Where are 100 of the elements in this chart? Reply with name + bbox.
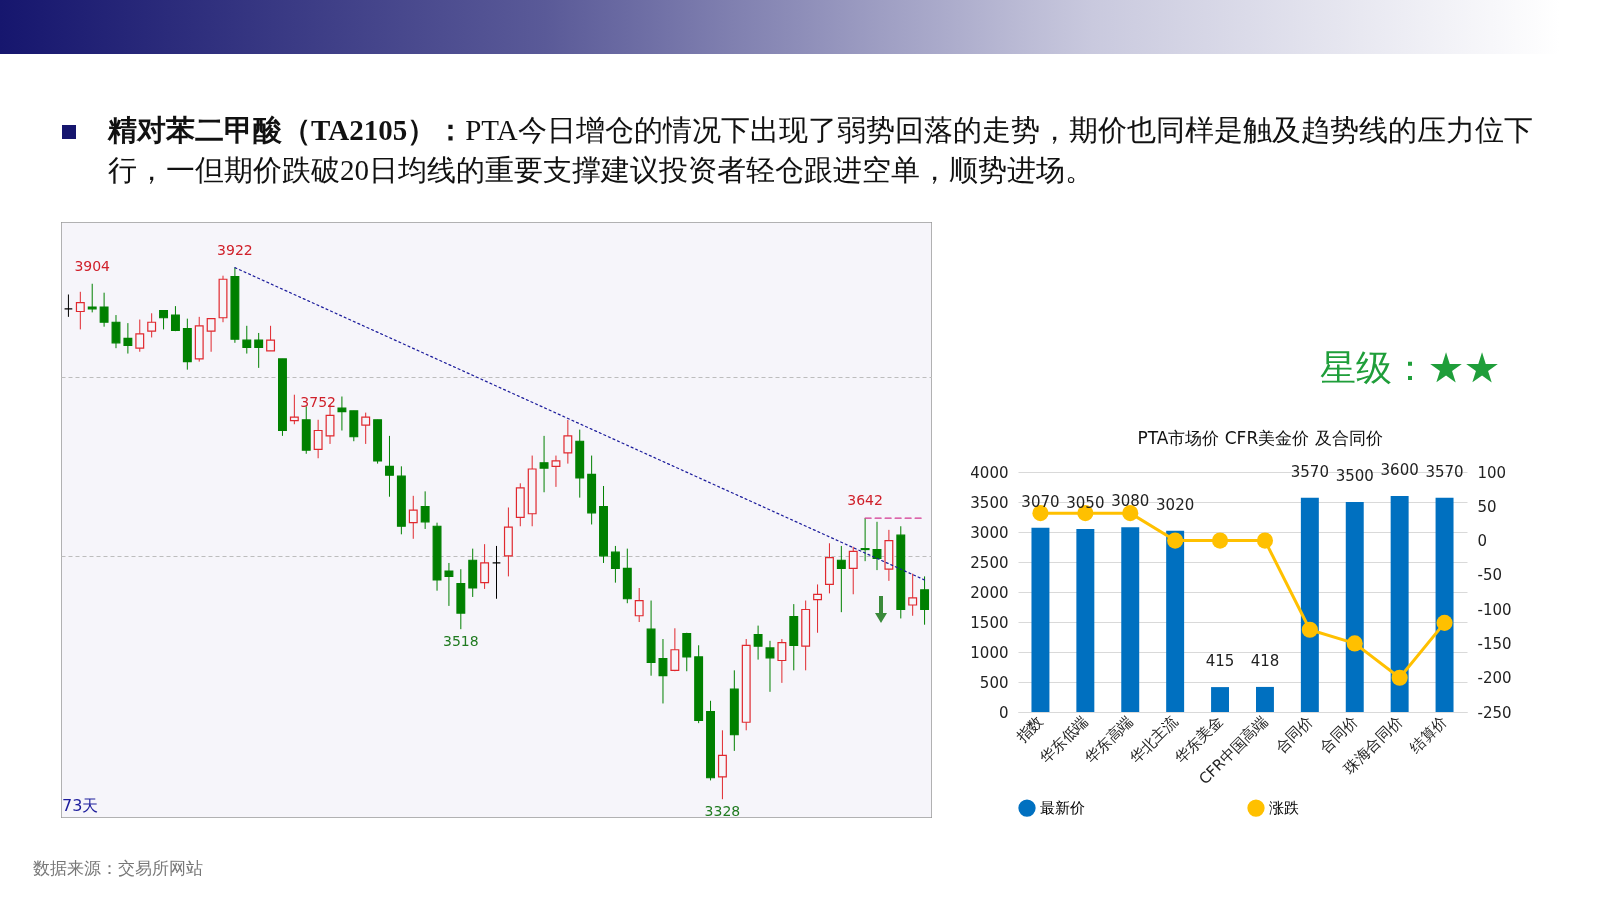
candlestick (147, 312, 157, 338)
candlestick (420, 490, 430, 530)
y2-tick-label: -150 (1477, 634, 1512, 653)
bar (1435, 497, 1454, 712)
bar (1031, 527, 1050, 712)
legend-label: 涨跌 (1269, 799, 1299, 818)
y-tick-label: 1000 (970, 643, 1009, 662)
y2-tick-label: 100 (1477, 463, 1507, 482)
candlestick (848, 546, 858, 595)
data-label: 3570 (1290, 462, 1329, 481)
candlestick (539, 435, 549, 493)
y-tick-label: 4000 (970, 463, 1009, 482)
candlestick (813, 583, 823, 634)
candlestick (123, 322, 133, 355)
y2-tick-label: -200 (1477, 669, 1512, 688)
candlestick (159, 309, 169, 330)
y-tick-label: 0 (998, 703, 1009, 722)
candlestick (563, 419, 573, 465)
point (1256, 532, 1274, 549)
candlestick (313, 419, 323, 459)
annotation: 3642 (847, 492, 883, 509)
bar (1390, 496, 1409, 712)
candlestick (682, 632, 692, 672)
point (1167, 532, 1184, 549)
candlestick (170, 305, 180, 332)
candlestick (480, 543, 490, 590)
candlestick (872, 521, 882, 571)
point (1346, 635, 1363, 652)
annotation: 3328 (704, 803, 741, 820)
y2-tick-label: -100 (1477, 600, 1512, 619)
candlestick (99, 292, 109, 328)
candlestick (75, 291, 85, 330)
bar (1300, 497, 1319, 712)
y-tick-label: 2500 (970, 553, 1009, 572)
x-tick-label: 合同价 (1271, 712, 1317, 757)
candlestick (908, 573, 918, 617)
source-note: 数据来源：交易所网站 (33, 858, 203, 880)
chart-title: PTA市场价 CFR美金价 及合同价 (1136, 427, 1384, 450)
point (1122, 505, 1139, 522)
candlestick (337, 396, 347, 432)
bar (1121, 527, 1140, 712)
data-label: 415 (1205, 652, 1235, 671)
data-label: 418 (1250, 651, 1280, 670)
y-tick-label: 500 (979, 673, 1009, 692)
annotation: 3518 (443, 633, 479, 650)
text: 星级：★★ (1320, 347, 1500, 390)
candlestick (670, 627, 680, 672)
x-tick-label: 指数 (1012, 712, 1047, 747)
chart-title: 精对苯二甲酸（TA2105）： (108, 114, 466, 146)
candlestick (610, 545, 620, 584)
data-label: 3050 (1066, 494, 1105, 512)
data-label: 3020 (1156, 495, 1195, 514)
candlestick (266, 325, 276, 352)
candlestick (254, 332, 264, 369)
candlestick (408, 495, 418, 540)
annotation: 3904 (74, 257, 111, 274)
data-label: 3570 (1425, 462, 1464, 481)
candlestick (444, 562, 454, 607)
y2-tick-label: 0 (1477, 532, 1488, 551)
candlestick (753, 625, 763, 661)
candlestick (289, 394, 299, 425)
annotation: 73天 (62, 796, 99, 817)
data-label: 3070 (1021, 492, 1060, 511)
candlestick (111, 314, 121, 349)
y-tick-label: 3500 (970, 493, 1009, 512)
candlestick (658, 638, 668, 704)
candlestick (135, 319, 145, 353)
y2-tick-label: -250 (1477, 703, 1512, 722)
bar (1166, 530, 1185, 712)
legend-label: 最新价 (1040, 799, 1085, 818)
candlestick (765, 640, 775, 693)
point (1391, 669, 1408, 686)
bar (1255, 686, 1274, 712)
point (1301, 621, 1318, 638)
candlestick (920, 575, 930, 626)
candlestick (634, 587, 644, 623)
bar (1211, 687, 1230, 712)
data-label: 3080 (1111, 492, 1150, 511)
annotation: 3922 (217, 241, 253, 258)
x-tick-label: 结算价 (1406, 712, 1451, 757)
candlestick (551, 455, 561, 488)
candlestick (777, 638, 787, 684)
candlestick (87, 283, 97, 313)
candlestick (860, 517, 870, 562)
candlestick (717, 729, 727, 800)
bar (1076, 529, 1095, 712)
y2-tick-label: 50 (1477, 497, 1497, 516)
y-tick-label: 3000 (970, 523, 1009, 542)
candlestick (206, 318, 216, 353)
data-label: 3500 (1335, 467, 1374, 485)
candlestick (385, 435, 394, 498)
y-tick-label: 2000 (970, 583, 1009, 602)
candlestick (361, 412, 371, 445)
candlestick (242, 325, 252, 355)
bar (1345, 502, 1364, 712)
annotation: 3752 (300, 393, 336, 410)
candlestick (836, 545, 846, 613)
point (1211, 532, 1229, 549)
y-tick-label: 1500 (970, 613, 1009, 632)
data-label: 3600 (1380, 461, 1419, 479)
